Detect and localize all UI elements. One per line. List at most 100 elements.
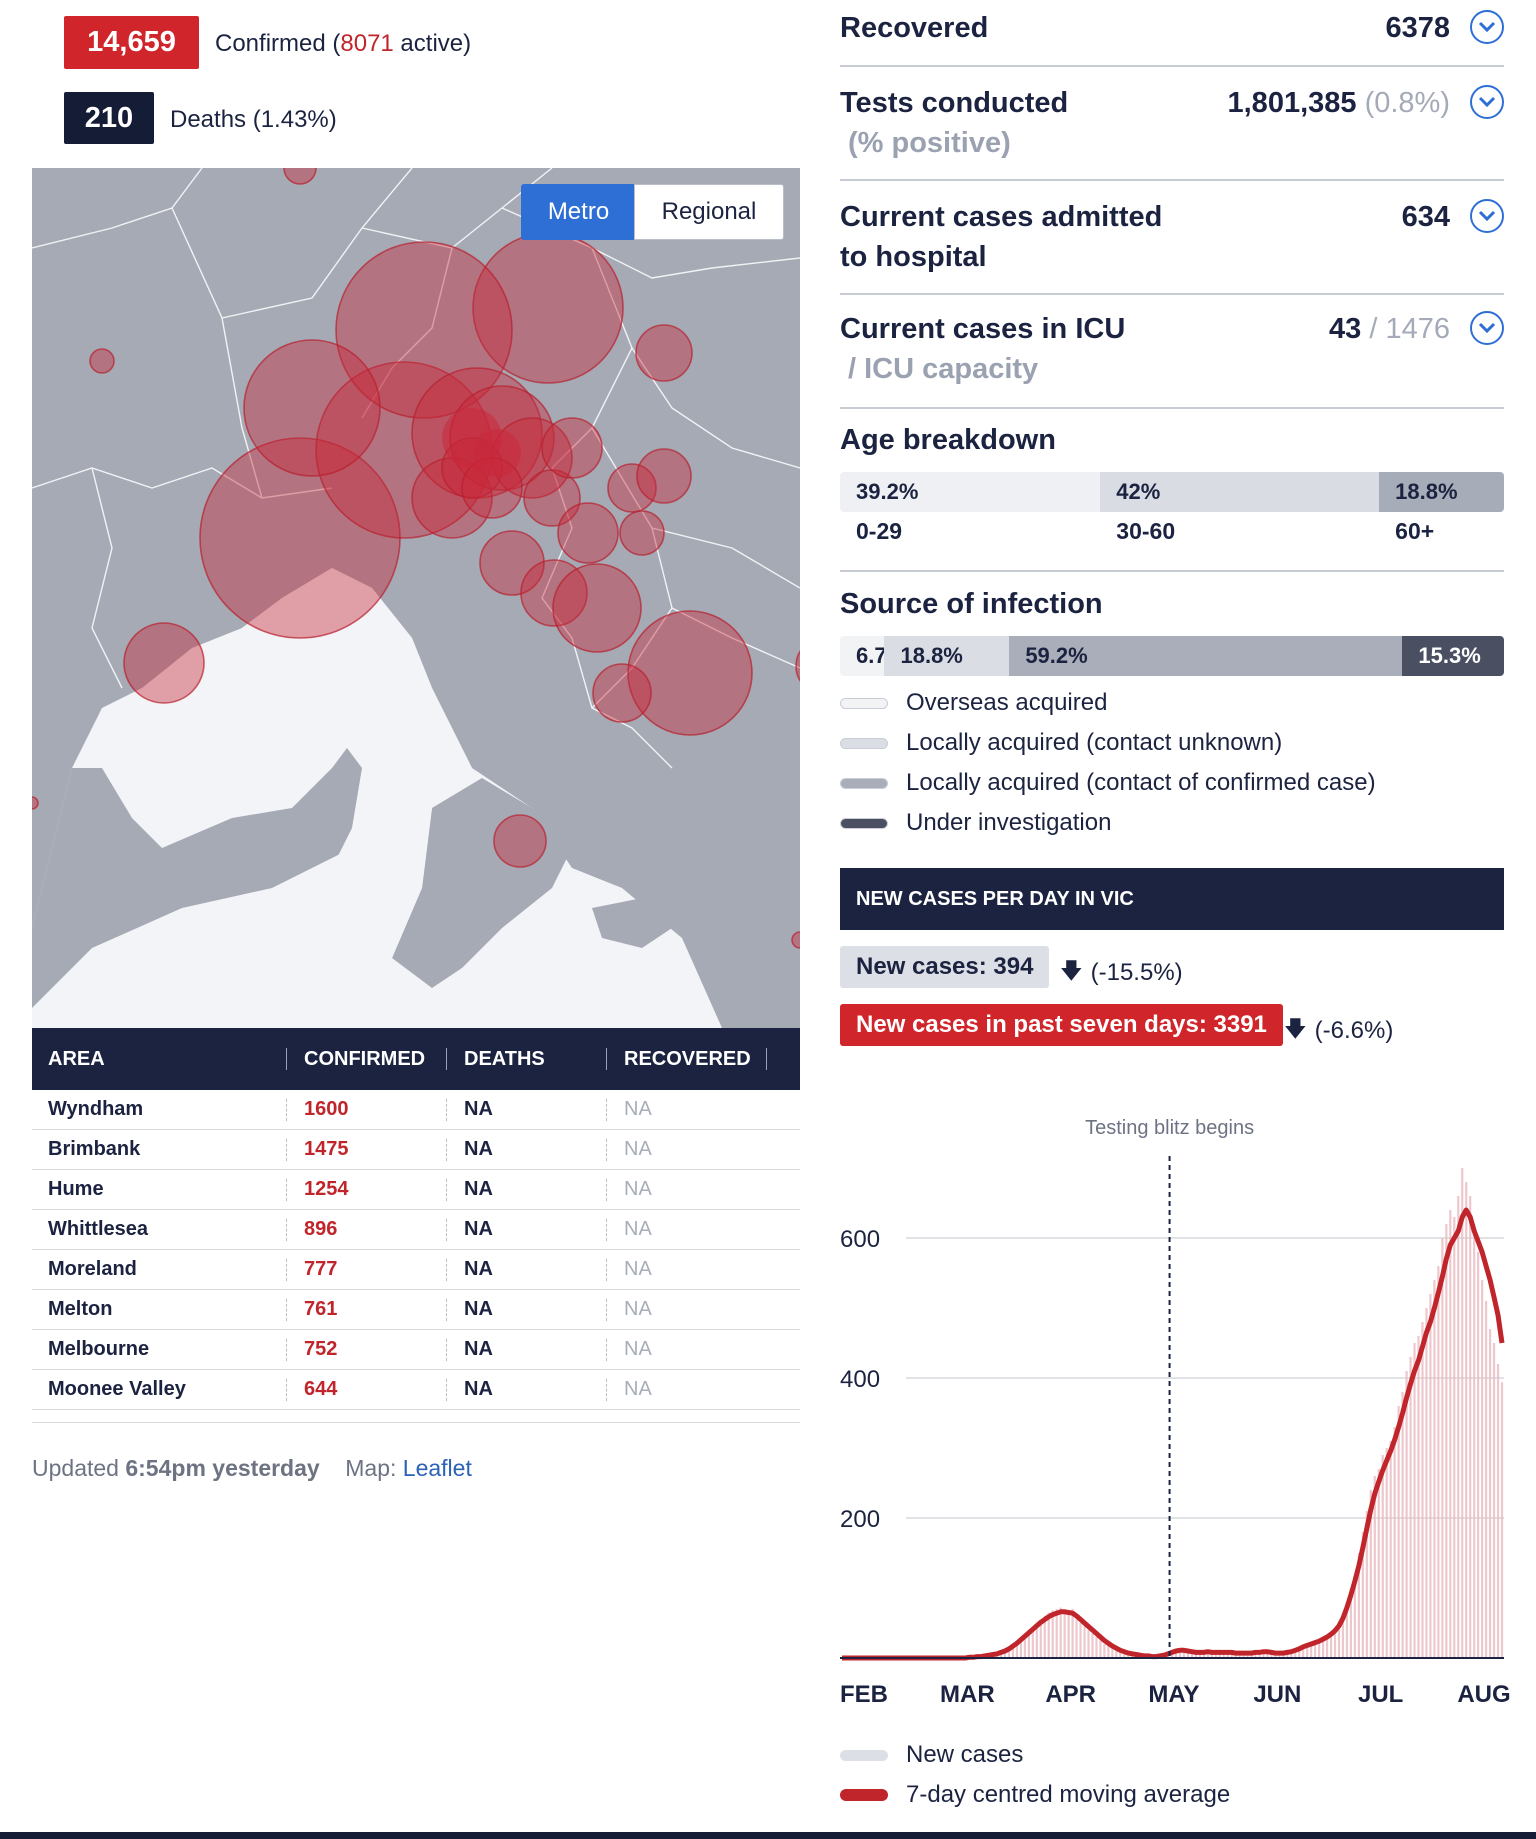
stat-hospital[interactable]: Current cases admitted to hospital 634 (840, 179, 1504, 295)
new-cases-bar (1119, 1651, 1122, 1658)
new-cases-bar (1011, 1644, 1015, 1658)
recovered-value: NA (624, 1218, 652, 1240)
stat-tests[interactable]: Tests conducted (% positive) 1,801,385 (… (840, 65, 1504, 181)
new-cases-bar (1091, 1633, 1094, 1658)
case-bubble (335, 241, 513, 419)
table-row[interactable]: Melton 761 NA NA (32, 1290, 800, 1330)
confirmed-value: 896 (304, 1218, 338, 1240)
case-bubble (607, 463, 657, 513)
legend-label: Locally acquired (contact of confirmed c… (906, 769, 1376, 796)
icu-label: Current cases in ICU (840, 313, 1126, 345)
new-cases-bar (1425, 1308, 1428, 1658)
new-cases-bar (1051, 1610, 1054, 1658)
deaths-value: NA (464, 1338, 493, 1360)
table-row[interactable]: Brimbank 1475 NA NA (32, 1130, 800, 1170)
age-segment: 42% (1100, 472, 1380, 512)
new-cases-bar (1341, 1616, 1345, 1658)
case-map[interactable]: Metro Regional (32, 168, 800, 1028)
new-cases-bar (1492, 1343, 1496, 1658)
age-segment: 18.8% (1379, 472, 1504, 512)
new-cases-bar (1401, 1392, 1404, 1658)
table-row[interactable]: Moreland 777 NA NA (32, 1250, 800, 1290)
recovered-value: NA (624, 1178, 652, 1200)
new-cases-bar (1007, 1647, 1011, 1658)
new-cases-bar (1210, 1652, 1213, 1658)
new-cases-bar (1457, 1196, 1460, 1658)
new-cases-bar (1325, 1637, 1329, 1658)
stat-icu[interactable]: Current cases in ICU / ICU capacity 43 /… (840, 293, 1504, 409)
new-cases-bar (1488, 1329, 1492, 1658)
chevron-down-icon[interactable] (1470, 10, 1504, 44)
legend-item: Locally acquired (contact of confirmed c… (840, 766, 1376, 800)
tests-value: 1,801,385 (1227, 87, 1357, 119)
source-segment: 18.8% (884, 636, 1010, 676)
case-bubble (627, 610, 753, 736)
case-bubble (32, 796, 39, 810)
new-cases-bar (1321, 1638, 1325, 1658)
new-cases-bar (1461, 1168, 1464, 1658)
legend-label: New cases (906, 1741, 1024, 1768)
new-cases-bar (1107, 1645, 1110, 1658)
new-cases-bar (1023, 1633, 1026, 1658)
table-row[interactable]: Wyndham 1600 NA NA (32, 1090, 800, 1130)
new-cases-bar (1186, 1651, 1189, 1658)
confirmed-value: 644 (304, 1378, 338, 1400)
new-cases-chart[interactable]: 200 400 600 Testing blitz begins FEB MAR APR MA… (830, 1110, 1510, 1710)
table-row[interactable]: Melbourne 752 NA NA (32, 1330, 800, 1370)
metro-toggle-button[interactable]: Metro (521, 184, 636, 240)
new-cases-bar (1035, 1623, 1038, 1658)
column-divider (286, 1138, 288, 1161)
header-area[interactable]: AREA (48, 1047, 105, 1070)
table-row[interactable]: Hume 1254 NA NA (32, 1170, 800, 1210)
column-divider (446, 1138, 448, 1161)
column-divider (606, 1218, 608, 1241)
hospital-label-line2: to hospital (840, 241, 987, 273)
regional-toggle-button[interactable]: Regional (634, 184, 784, 240)
table-footer-line (32, 1410, 800, 1423)
new-cases-bar (1182, 1649, 1186, 1658)
new-cases-bar (1250, 1653, 1253, 1658)
area-name: Whittlesea (48, 1218, 149, 1240)
map-island-small (592, 898, 672, 948)
divider (840, 570, 1504, 572)
header-recovered[interactable]: RECOVERED (624, 1047, 751, 1070)
new-cases-bar (1314, 1641, 1317, 1658)
active-label-text: active) (393, 30, 472, 57)
chevron-down-icon[interactable] (1470, 199, 1504, 233)
confirmed-value: 777 (304, 1258, 338, 1280)
new-cases-bar (1409, 1357, 1412, 1658)
map-island (642, 798, 752, 878)
area-name: Hume (48, 1178, 104, 1200)
stat-recovered[interactable]: Recovered 6378 (840, 0, 1504, 67)
legend-item: Overseas acquired (840, 686, 1107, 720)
table-row[interactable]: Whittlesea 896 NA NA (32, 1210, 800, 1250)
source-segment: 59.2% (1009, 636, 1403, 676)
column-divider (606, 1298, 608, 1321)
age-breakdown-title: Age breakdown (840, 424, 1056, 456)
new-cases-bar (1286, 1652, 1289, 1658)
column-divider (446, 1258, 448, 1281)
table-row[interactable]: Moonee Valley 644 NA NA (32, 1370, 800, 1410)
chevron-down-icon[interactable] (1470, 311, 1504, 345)
new-cases-bar (1481, 1280, 1484, 1658)
area-name: Melbourne (48, 1338, 150, 1360)
tests-label: Tests conducted (840, 87, 1069, 119)
new-cases-bar (1329, 1633, 1333, 1658)
header-confirmed[interactable]: CONFIRMED (304, 1047, 426, 1070)
legend-label: Under investigation (906, 809, 1112, 836)
leaflet-link[interactable]: Leaflet (402, 1455, 472, 1481)
confirmed-label-text: Confirmed ( (215, 30, 341, 57)
new-cases-bar (1385, 1448, 1388, 1658)
seven-day-pill: New cases in past seven days: 3391 (840, 1004, 1283, 1046)
new-cases-bar (1333, 1630, 1337, 1658)
map-land-peninsula (392, 778, 572, 988)
arrow-down-icon: 🡇 (1060, 958, 1083, 983)
header-deaths[interactable]: DEATHS (464, 1047, 545, 1070)
new-cases-bar (1055, 1609, 1058, 1658)
hospital-label: Current cases admitted (840, 201, 1163, 233)
new-cases-bar (1298, 1648, 1301, 1658)
new-cases-bar (1115, 1649, 1118, 1658)
legend-item: Under investigation (840, 806, 1111, 840)
chevron-down-icon[interactable] (1470, 85, 1504, 119)
table-header: AREA CONFIRMED DEATHS RECOVERED (32, 1028, 800, 1090)
